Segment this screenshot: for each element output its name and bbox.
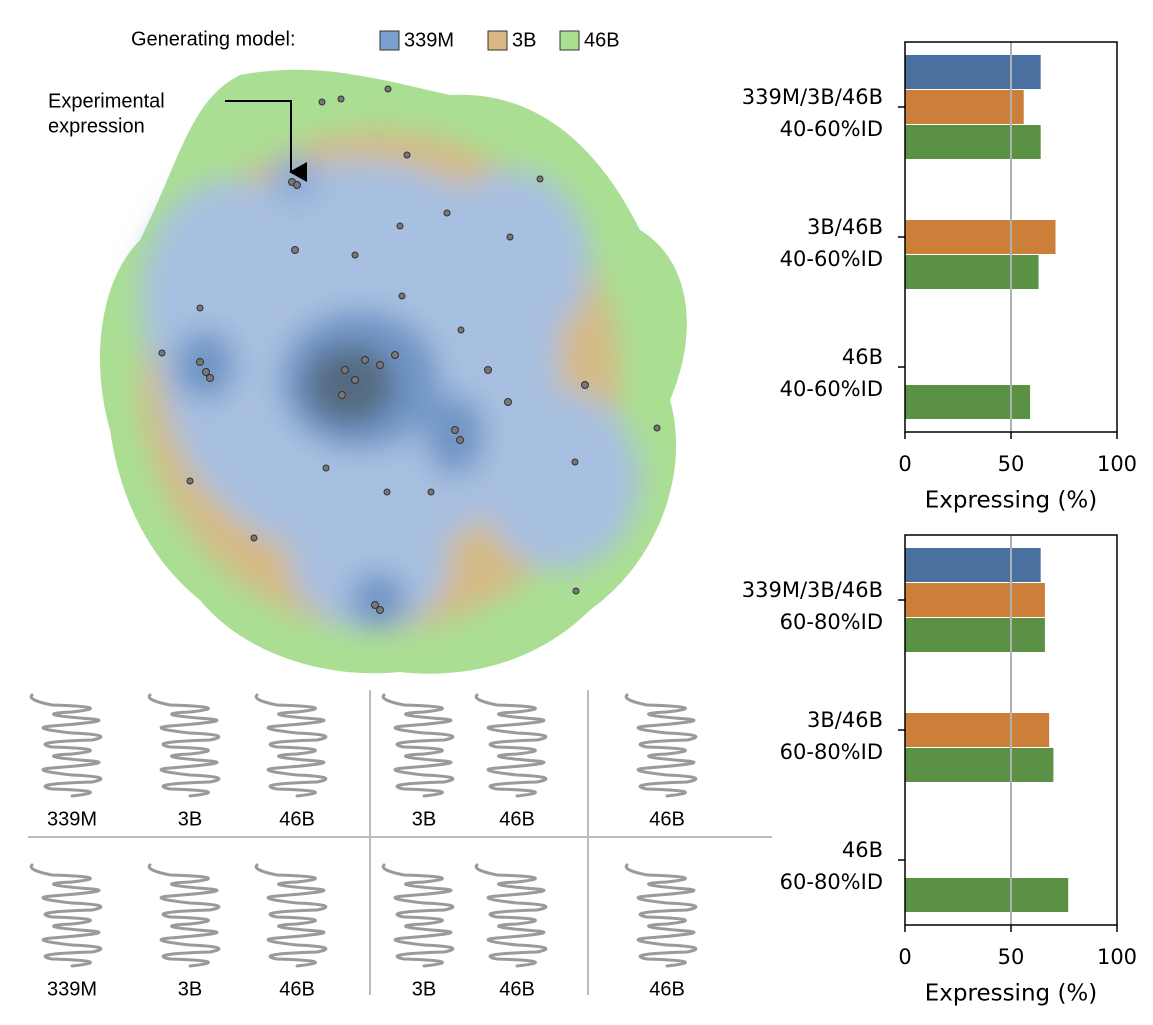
structure-label: 339M (47, 978, 97, 1000)
structure-label: 46B (499, 978, 535, 1000)
bar (905, 713, 1050, 747)
y-tick-label: 46B (842, 838, 883, 862)
legend: 339M 3B 46B (379, 29, 620, 51)
bar (905, 583, 1045, 617)
annotation: expression (48, 115, 145, 137)
legend-swatch (379, 30, 400, 51)
x-axis-label: Expressing (%) (925, 488, 1098, 514)
legend-label: 3B (512, 29, 536, 51)
protein-structure (254, 863, 328, 968)
x-tick-label: 50 (998, 945, 1025, 969)
legend-label: 339M (404, 29, 454, 51)
structure-panel (28, 690, 772, 995)
y-tick-label: 339M/3B/46B (742, 578, 883, 602)
structure-label: 46B (499, 808, 535, 830)
y-tick-label: 3B/46B (807, 215, 883, 239)
y-tick-label: 46B (842, 345, 883, 369)
legend-swatch (487, 30, 508, 51)
bar (905, 125, 1041, 159)
legend-label: 46B (584, 29, 620, 51)
bar (905, 55, 1041, 89)
protein-structure (147, 863, 221, 968)
protein-structure (381, 863, 455, 968)
bar (905, 220, 1056, 254)
structure-label: 46B (649, 978, 685, 1000)
y-tick-label: 3B/46B (807, 708, 883, 732)
y-tick-label: 60-80%ID (780, 870, 883, 894)
x-tick-label: 50 (998, 452, 1025, 476)
protein-structure (624, 693, 698, 798)
bar (905, 748, 1054, 782)
y-tick-label: 40-60%ID (780, 377, 883, 401)
bar (905, 548, 1041, 582)
x-tick-label: 100 (1097, 452, 1137, 476)
legend-title: Generating model: (131, 28, 296, 50)
density-map (100, 69, 687, 674)
x-axis-label: Expressing (%) (925, 981, 1098, 1007)
bar (905, 878, 1069, 912)
protein-structure (624, 863, 698, 968)
structure-label: 3B (412, 978, 436, 1000)
bar (905, 618, 1045, 652)
x-tick-label: 100 (1097, 945, 1137, 969)
protein-structure (29, 863, 103, 968)
x-tick-label: 0 (898, 452, 911, 476)
legend-swatch (559, 30, 580, 51)
structure-label: 46B (279, 978, 315, 1000)
bar (905, 385, 1031, 419)
x-tick-label: 0 (898, 945, 911, 969)
protein-structure (254, 693, 328, 798)
y-tick-label: 339M/3B/46B (742, 85, 883, 109)
y-tick-label: 40-60%ID (780, 117, 883, 141)
y-tick-label: 40-60%ID (780, 247, 883, 271)
structure-label: 3B (178, 808, 202, 830)
bar (905, 90, 1024, 124)
protein-structure (29, 693, 103, 798)
structure-label: 339M (47, 808, 97, 830)
structure-label: 3B (178, 978, 202, 1000)
structure-label: 3B (412, 808, 436, 830)
protein-structure (147, 693, 221, 798)
bar (905, 255, 1039, 289)
y-tick-label: 60-80%ID (780, 740, 883, 764)
protein-structure (381, 693, 455, 798)
protein-structure (474, 863, 548, 968)
protein-structure (474, 693, 548, 798)
structure-label: 46B (279, 808, 315, 830)
y-tick-label: 60-80%ID (780, 610, 883, 634)
annotation: Experimental (48, 90, 165, 112)
structure-label: 46B (649, 808, 685, 830)
